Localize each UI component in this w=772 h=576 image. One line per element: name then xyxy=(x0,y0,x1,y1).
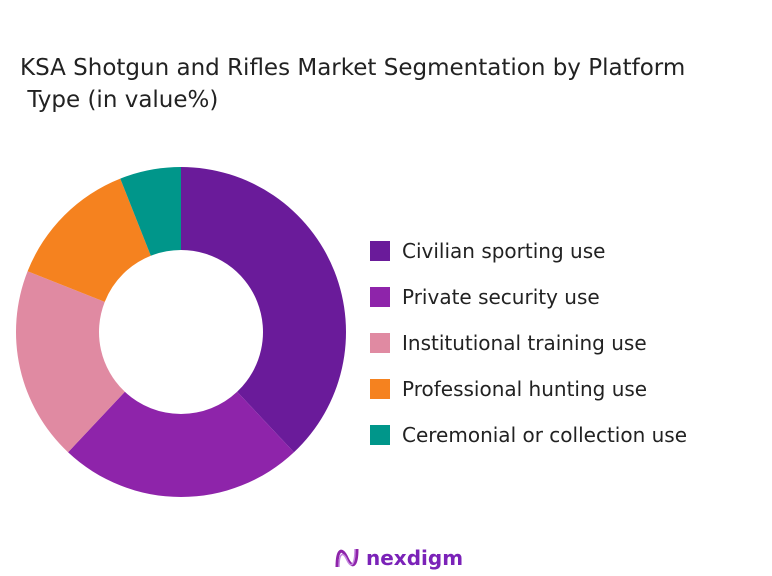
slice-civilian-sporting-use xyxy=(181,167,346,453)
legend-item: Civilian sporting use xyxy=(370,228,687,274)
legend-item: Professional hunting use xyxy=(370,366,687,412)
legend: Civilian sporting use Private security us… xyxy=(370,228,687,458)
legend-label: Ceremonial or collection use xyxy=(402,423,688,447)
legend-label: Private security use xyxy=(402,285,600,309)
slice-private-security-use xyxy=(68,391,294,497)
chart-title: KSA Shotgun and Rifles Market Segmentati… xyxy=(20,55,686,113)
legend-label: Institutional training use xyxy=(402,331,647,355)
slice-institutional-training-use xyxy=(15,271,125,453)
legend-item: Ceremonial or collection use xyxy=(370,412,687,458)
nexdigm-logo: nexdigm xyxy=(334,545,463,571)
slice-professional-hunting-use xyxy=(27,178,151,302)
logo-icon xyxy=(335,548,359,568)
legend-item: Private security use xyxy=(370,274,687,320)
legend-swatch xyxy=(370,379,390,399)
slice-ceremonial-or-collection-use xyxy=(120,167,181,256)
logo-text: nexdigm xyxy=(366,546,464,570)
legend-label: Civilian sporting use xyxy=(402,239,606,263)
legend-swatch xyxy=(370,287,390,307)
legend-swatch xyxy=(370,241,390,261)
legend-label: Professional hunting use xyxy=(402,377,648,401)
legend-swatch xyxy=(370,425,390,445)
legend-swatch xyxy=(370,333,390,353)
legend-item: Institutional training use xyxy=(370,320,687,366)
